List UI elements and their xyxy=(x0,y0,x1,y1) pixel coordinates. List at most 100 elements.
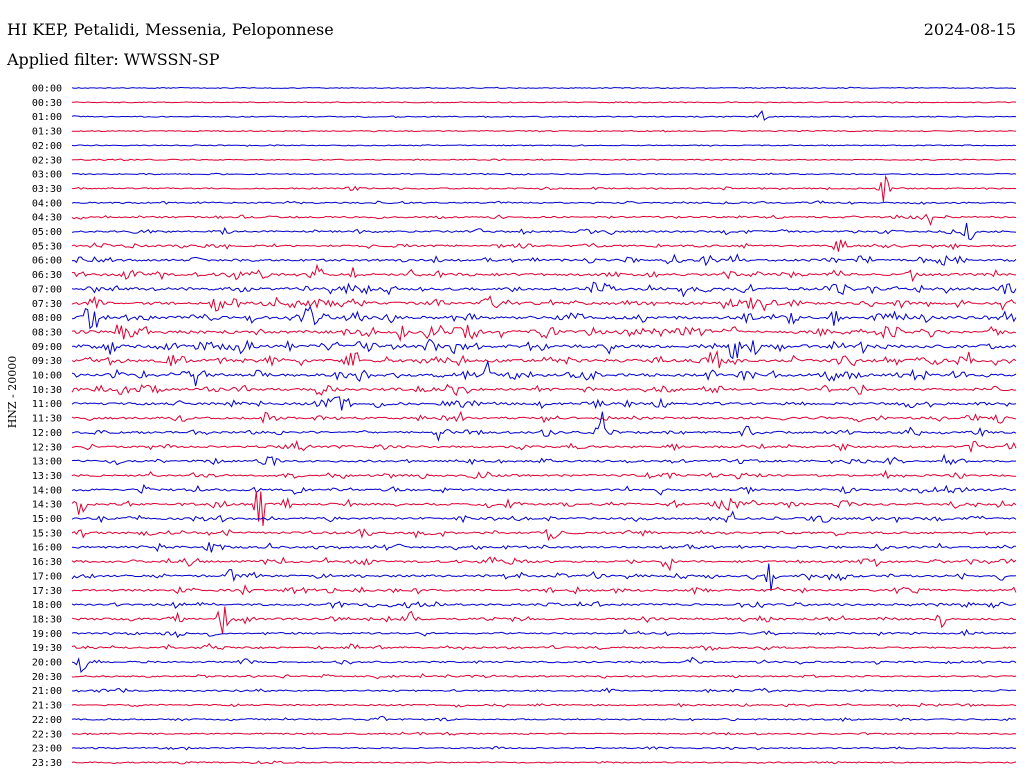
trace-row-2100 xyxy=(71,687,1017,694)
trace-row-2330 xyxy=(71,760,1017,765)
trace-row-0130 xyxy=(71,129,1017,133)
time-tick-label: 13:30 xyxy=(32,471,62,482)
time-tick-label: 01:30 xyxy=(32,127,62,138)
time-tick-label: 00:00 xyxy=(32,84,62,95)
trace-row-0430 xyxy=(71,213,1017,227)
trace-row-1030 xyxy=(71,383,1016,397)
trace-row-1630 xyxy=(71,556,1017,572)
trace-row-1330 xyxy=(71,469,1017,480)
trace-row-0230 xyxy=(71,158,1017,162)
trace-row-0100 xyxy=(71,110,1017,121)
trace-row-2030 xyxy=(71,673,1017,680)
time-tick-label: 01:00 xyxy=(32,112,62,123)
time-tick-label: 21:30 xyxy=(32,701,62,712)
time-tick-label: 15:00 xyxy=(32,514,62,525)
trace-row-0500 xyxy=(71,222,1017,241)
time-tick-label: 18:30 xyxy=(32,614,62,625)
time-tick-label: 05:00 xyxy=(32,227,62,238)
seismic-traces xyxy=(71,86,1017,765)
time-tick-label: 04:00 xyxy=(32,198,62,209)
time-tick-label: 11:30 xyxy=(32,414,62,425)
trace-row-0830 xyxy=(71,324,1017,343)
station-title: HI KEP, Petalidi, Messenia, Peloponnese xyxy=(7,20,334,39)
time-tick-labels: 00:00 00:30 01:00 01:30 02:00 02:30 03:00 03:30… xyxy=(32,84,62,769)
trace-row-0300 xyxy=(71,172,1017,176)
record-date: 2024-08-15 xyxy=(923,20,1016,39)
time-tick-label: 12:30 xyxy=(32,442,62,453)
trace-row-1500 xyxy=(71,510,1017,524)
time-tick-label: 05:30 xyxy=(32,241,62,252)
trace-row-1230 xyxy=(71,439,1017,454)
time-tick-label: 10:30 xyxy=(32,385,62,396)
time-tick-label: 18:00 xyxy=(32,600,62,611)
trace-row-2000 xyxy=(71,656,1017,674)
trace-row-2200 xyxy=(71,715,1017,723)
trace-row-1000 xyxy=(71,359,1017,387)
trace-row-1830 xyxy=(71,606,1017,635)
time-tick-label: 10:00 xyxy=(32,371,62,382)
time-tick-label: 17:00 xyxy=(32,571,62,582)
trace-row-0330 xyxy=(71,174,1017,203)
time-tick-label: 23:00 xyxy=(32,744,62,755)
time-tick-label: 08:00 xyxy=(32,313,62,324)
time-tick-label: 17:30 xyxy=(32,586,62,597)
trace-row-0200 xyxy=(71,144,1017,147)
trace-row-1600 xyxy=(71,542,1016,553)
time-tick-label: 22:30 xyxy=(32,729,62,740)
time-tick-label: 11:00 xyxy=(32,399,62,410)
time-tick-label: 04:30 xyxy=(32,213,62,224)
trace-row-0800 xyxy=(71,305,1017,330)
filter-label: Applied filter: WWSSN-SP xyxy=(7,50,220,69)
trace-row-0730 xyxy=(71,295,1017,312)
time-tick-label: 16:00 xyxy=(32,543,62,554)
time-tick-label: 12:00 xyxy=(32,428,62,439)
trace-row-0530 xyxy=(71,239,1017,252)
trace-row-2230 xyxy=(71,731,1017,736)
time-tick-label: 23:30 xyxy=(32,758,62,769)
trace-row-0630 xyxy=(71,263,1017,283)
time-tick-label: 14:00 xyxy=(32,485,62,496)
trace-row-1930 xyxy=(71,642,1017,652)
time-tick-label: 00:30 xyxy=(32,98,62,109)
trace-row-2300 xyxy=(71,745,1017,751)
time-tick-label: 21:00 xyxy=(32,686,62,697)
trace-row-0600 xyxy=(71,253,1017,267)
time-tick-label: 20:00 xyxy=(32,658,62,669)
trace-row-0400 xyxy=(71,200,1017,205)
trace-row-1200 xyxy=(71,411,1017,442)
trace-row-1130 xyxy=(71,410,1017,425)
time-tick-label: 03:00 xyxy=(32,170,62,181)
time-tick-label: 07:00 xyxy=(32,284,62,295)
time-tick-label: 19:00 xyxy=(32,629,62,640)
trace-row-2130 xyxy=(71,702,1017,708)
time-tick-label: 08:30 xyxy=(32,327,62,338)
trace-row-1900 xyxy=(71,628,1017,639)
trace-row-0900 xyxy=(71,338,1017,360)
trace-row-1800 xyxy=(71,600,1017,609)
time-tick-label: 15:30 xyxy=(32,528,62,539)
time-tick-label: 09:00 xyxy=(32,342,62,353)
trace-row-1730 xyxy=(71,584,1017,596)
trace-row-1100 xyxy=(71,396,1017,411)
trace-row-0930 xyxy=(71,349,1017,369)
trace-row-1300 xyxy=(71,453,1016,467)
time-tick-label: 20:30 xyxy=(32,672,62,683)
time-tick-label: 22:00 xyxy=(32,715,62,726)
time-tick-label: 03:30 xyxy=(32,184,62,195)
time-tick-label: 06:00 xyxy=(32,256,62,267)
time-tick-label: 06:30 xyxy=(32,270,62,281)
time-tick-label: 19:30 xyxy=(32,643,62,654)
time-tick-label: 13:00 xyxy=(32,457,62,468)
trace-row-0700 xyxy=(71,281,1017,298)
trace-row-0000 xyxy=(71,86,1016,90)
trace-row-0030 xyxy=(71,101,1017,104)
trace-row-1530 xyxy=(71,528,1017,542)
time-tick-label: 09:30 xyxy=(32,356,62,367)
trace-row-1430 xyxy=(71,491,1017,526)
time-tick-label: 16:30 xyxy=(32,557,62,568)
time-tick-label: 14:30 xyxy=(32,500,62,511)
time-tick-label: 02:30 xyxy=(32,155,62,166)
trace-row-1700 xyxy=(71,563,1017,592)
time-tick-label: 02:00 xyxy=(32,141,62,152)
